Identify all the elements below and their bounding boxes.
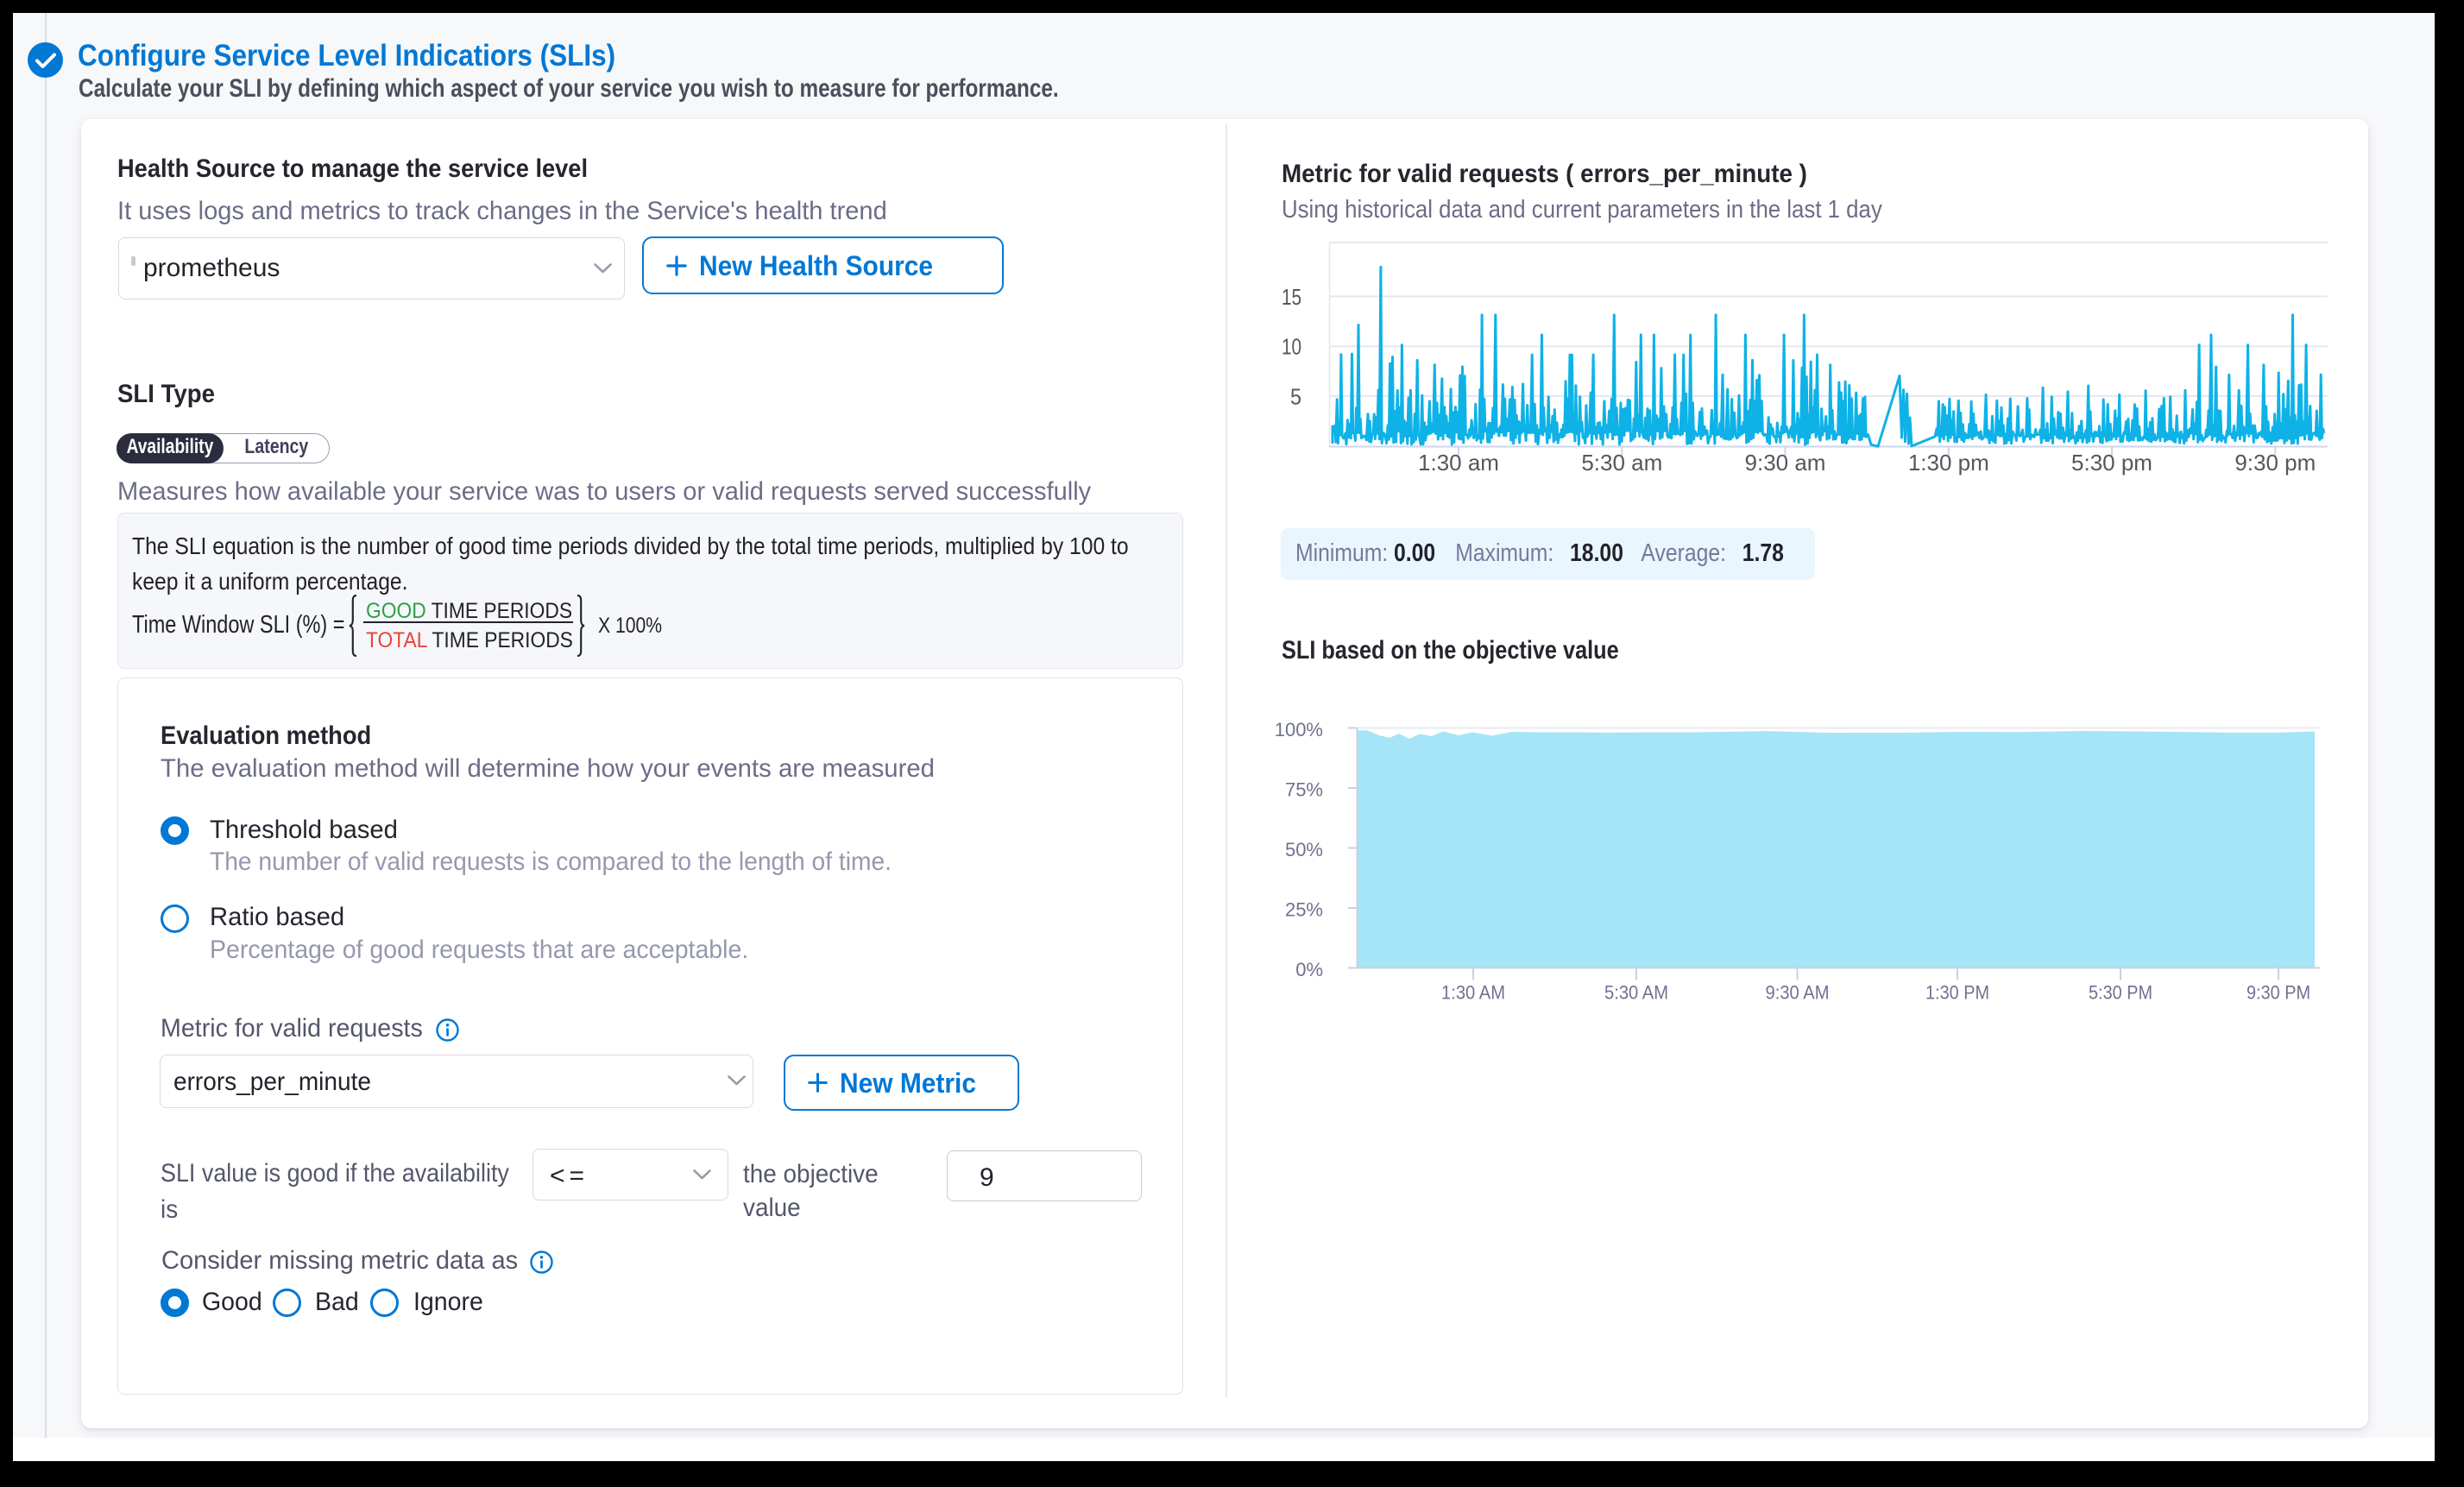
svg-text:15: 15 [1282, 284, 1301, 310]
svg-text:5:30 AM: 5:30 AM [1604, 981, 1668, 1003]
svg-text:5: 5 [1290, 384, 1301, 410]
svg-text:50%: 50% [1285, 839, 1323, 860]
svg-text:1:30 PM: 1:30 PM [1925, 981, 1989, 1003]
svg-text:9:30 am: 9:30 am [1745, 450, 1826, 476]
svg-text:100%: 100% [1275, 719, 1323, 740]
svg-text:5:30 am: 5:30 am [1581, 450, 1662, 476]
svg-text:9:30 PM: 9:30 PM [2247, 981, 2310, 1003]
svg-text:25%: 25% [1285, 899, 1323, 921]
svg-text:10: 10 [1282, 334, 1301, 360]
svg-text:9:30 AM: 9:30 AM [1766, 981, 1830, 1003]
svg-text:5:30 PM: 5:30 PM [2089, 981, 2152, 1003]
svg-text:0%: 0% [1295, 959, 1323, 980]
svg-text:9:30 pm: 9:30 pm [2234, 450, 2316, 476]
svg-text:75%: 75% [1285, 779, 1323, 801]
svg-text:5:30 pm: 5:30 pm [2071, 450, 2152, 476]
svg-text:1:30 AM: 1:30 AM [1441, 981, 1505, 1003]
svg-text:1:30 am: 1:30 am [1418, 450, 1499, 476]
svg-text:1:30 pm: 1:30 pm [1908, 450, 1989, 476]
